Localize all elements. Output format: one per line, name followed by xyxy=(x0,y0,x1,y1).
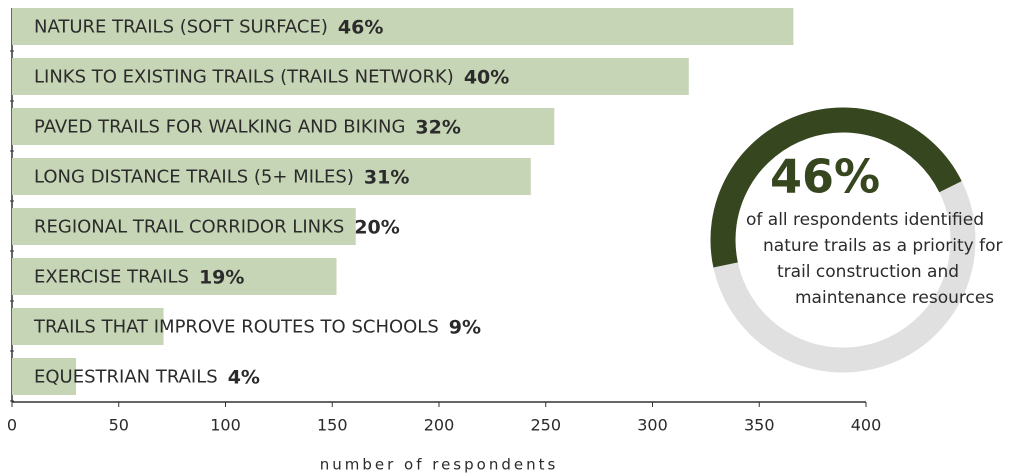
bar-label: LINKS TO EXISTING TRAILS (TRAILS NETWORK… xyxy=(34,66,509,88)
bar-label: EXERCISE TRAILS 19% xyxy=(34,266,244,288)
category-name: PAVED TRAILS FOR WALKING AND BIKING xyxy=(34,117,405,138)
share-label: 46% xyxy=(338,16,383,38)
share-label: 32% xyxy=(415,116,460,138)
x-tick-label: 300 xyxy=(637,416,668,435)
category-name: TRAILS THAT IMPROVE ROUTES TO SCHOOLS xyxy=(33,317,439,338)
category-name: REGIONAL TRAIL CORRIDOR LINKS xyxy=(34,217,344,238)
x-tick-label: 250 xyxy=(530,416,561,435)
donut-value-label: 46% xyxy=(770,150,880,204)
donut-caption: nature trails as a priority for xyxy=(763,236,1003,256)
category-name: LINKS TO EXISTING TRAILS (TRAILS NETWORK… xyxy=(34,67,454,88)
share-label: 19% xyxy=(199,266,244,288)
bar-label: NATURE TRAILS (SOFT SURFACE) 46% xyxy=(34,16,383,38)
share-label: 4% xyxy=(228,366,260,388)
share-label: 40% xyxy=(464,66,509,88)
bar-label: EQUESTRIAN TRAILS 4% xyxy=(34,366,260,388)
bar xyxy=(12,358,77,395)
bar xyxy=(12,8,794,45)
x-tick-label: 0 xyxy=(7,416,17,435)
bar xyxy=(12,58,689,95)
category-name: LONG DISTANCE TRAILS (5+ MILES) xyxy=(34,167,354,188)
bar xyxy=(12,158,531,195)
donut-caption: of all respondents identified xyxy=(746,210,984,230)
bar-label: REGIONAL TRAIL CORRIDOR LINKS 20% xyxy=(34,216,400,238)
share-label: 20% xyxy=(354,216,399,238)
donut-arc xyxy=(710,107,962,268)
x-tick-label: 50 xyxy=(109,416,129,435)
bar xyxy=(12,208,356,245)
bar xyxy=(12,258,337,295)
x-tick-label: 100 xyxy=(210,416,241,435)
bar-label: TRAILS THAT IMPROVE ROUTES TO SCHOOLS 9% xyxy=(33,316,481,338)
x-axis-label: number of respondents xyxy=(320,456,559,474)
donut-caption: trail construction and xyxy=(777,262,959,282)
x-tick-label: 150 xyxy=(317,416,348,435)
share-label: 31% xyxy=(364,166,409,188)
share-label: 9% xyxy=(449,316,481,338)
donut-caption: maintenance resources xyxy=(795,288,994,308)
category-name: EXERCISE TRAILS xyxy=(34,267,189,288)
bar xyxy=(12,108,555,145)
bar xyxy=(12,308,164,345)
x-tick-label: 350 xyxy=(744,416,775,435)
bar-label: PAVED TRAILS FOR WALKING AND BIKING 32% xyxy=(34,116,461,138)
category-name: NATURE TRAILS (SOFT SURFACE) xyxy=(34,17,328,38)
x-tick-label: 200 xyxy=(424,416,455,435)
bar-label: LONG DISTANCE TRAILS (5+ MILES) 31% xyxy=(34,166,409,188)
x-tick-label: 400 xyxy=(851,416,882,435)
category-name: EQUESTRIAN TRAILS xyxy=(34,367,218,388)
